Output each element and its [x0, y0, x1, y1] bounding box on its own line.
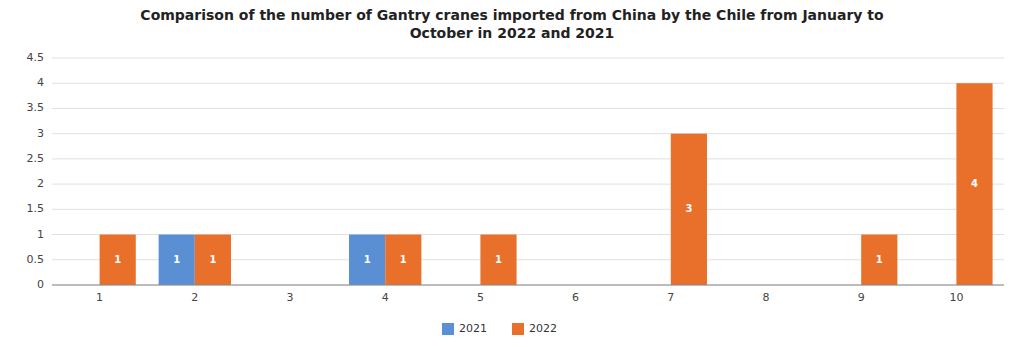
data-label: 1: [876, 254, 883, 265]
y-tick-label: 3: [37, 127, 44, 140]
bar: [159, 235, 195, 285]
legend-swatch: [442, 323, 454, 335]
legend-swatch: [512, 323, 524, 335]
title-line: October in 2022 and 2021: [410, 25, 615, 41]
grid-line: [52, 158, 1004, 159]
grid-line: [52, 83, 1004, 84]
chart-title: Comparison of the number of Gantry crane…: [140, 7, 884, 41]
grid-line: [52, 285, 1004, 286]
bar: [480, 235, 516, 285]
data-label: 1: [114, 254, 121, 265]
legend-label: 2022: [529, 322, 557, 335]
grid-line: [52, 58, 1004, 59]
x-tick-label: 10: [949, 291, 963, 304]
x-tick-label: 6: [572, 291, 579, 304]
y-tick-label: 1.5: [27, 202, 45, 215]
x-tick-label: 1: [96, 291, 103, 304]
x-tick-label: 5: [477, 291, 484, 304]
bar: [671, 134, 707, 285]
y-tick-label: 2: [37, 177, 44, 190]
y-tick-label: 0.5: [27, 253, 45, 266]
y-tick-label: 4.5: [27, 51, 45, 64]
x-tick-label: 4: [382, 291, 389, 304]
grid-line: [52, 133, 1004, 134]
grid-line: [52, 209, 1004, 210]
chart-container: Comparison of the number of Gantry crane…: [0, 0, 1024, 347]
x-axis-line: [52, 285, 1004, 286]
bar: [956, 83, 992, 285]
bar: [385, 235, 421, 285]
bar: [100, 235, 136, 285]
data-label: 1: [495, 254, 502, 265]
data-label: 1: [209, 254, 216, 265]
x-tick-label: 9: [858, 291, 865, 304]
bar: [349, 235, 385, 285]
x-tick-label: 2: [191, 291, 198, 304]
x-tick-label: 7: [667, 291, 674, 304]
y-tick-label: 3.5: [27, 101, 45, 114]
data-label: 4: [971, 178, 978, 189]
x-tick-label: 3: [287, 291, 294, 304]
legend-label: 2021: [459, 322, 487, 335]
bar: [195, 235, 231, 285]
data-label: 1: [173, 254, 180, 265]
data-labels: 1 1 1 1 1 1 3 1 4: [114, 178, 978, 265]
grid-line: [52, 108, 1004, 109]
data-label: 1: [400, 254, 407, 265]
grid: [52, 58, 1004, 285]
chart-svg: Comparison of the number of Gantry crane…: [0, 0, 1024, 347]
bar: [861, 235, 897, 285]
bars: [100, 83, 993, 285]
y-tick-label: 4: [37, 76, 44, 89]
data-label: 3: [685, 203, 692, 214]
data-label: 1: [364, 254, 371, 265]
y-tick-label: 0: [37, 278, 44, 291]
y-tick-label: 2.5: [27, 152, 45, 165]
legend: 2021 2022: [442, 322, 557, 335]
y-tick-label: 1: [37, 228, 44, 241]
grid-line: [52, 184, 1004, 185]
x-tick-label: 8: [763, 291, 770, 304]
title-line: Comparison of the number of Gantry crane…: [140, 7, 884, 23]
